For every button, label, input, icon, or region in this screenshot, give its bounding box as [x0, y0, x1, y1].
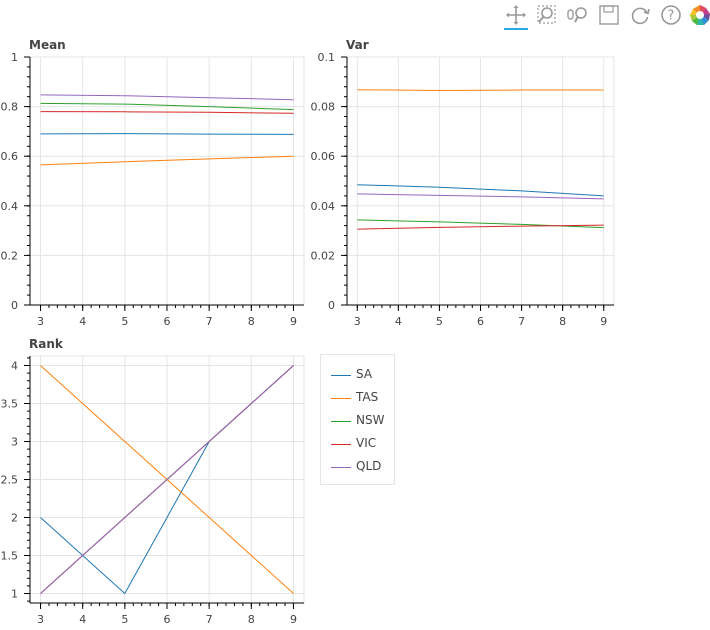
pan-icon [506, 5, 526, 25]
y-tick-label: 0.4 [1, 200, 19, 213]
series-line-sa [40, 133, 294, 135]
legend-swatch [331, 467, 351, 468]
x-tick-label: 9 [290, 315, 297, 328]
x-tick-label: 5 [436, 315, 443, 328]
series-line-tas [357, 89, 604, 92]
y-tick-label: 3.5 [1, 398, 19, 411]
series-line-qld [40, 94, 294, 101]
legend: SA TAS NSW VIC QLD [320, 354, 395, 485]
y-tick-label: 4 [11, 360, 18, 373]
legend-label: QLD [356, 459, 382, 473]
box-zoom-icon [537, 5, 556, 24]
wheel-zoom-tool[interactable] [566, 3, 590, 27]
toolbar: ? [500, 0, 710, 32]
x-tick-label: 3 [37, 613, 44, 626]
x-tick-label: 7 [206, 613, 213, 626]
y-tick-label: 1 [11, 51, 18, 64]
help-tool[interactable]: ? [659, 3, 683, 27]
y-tick-label: 1.5 [1, 550, 19, 563]
legend-label: TAS [356, 390, 379, 404]
y-tick-label: 0.02 [311, 249, 336, 262]
legend-label: NSW [356, 413, 385, 427]
legend-swatch [331, 375, 351, 376]
x-tick-label: 9 [600, 315, 607, 328]
reset-tool[interactable] [628, 3, 652, 27]
x-tick-label: 4 [79, 613, 86, 626]
svg-text:?: ? [668, 9, 675, 24]
y-tick-label: 0.04 [311, 200, 336, 213]
x-tick-label: 8 [248, 315, 255, 328]
chart-rank: 3 4 5 6 7 8 9 1 1.5 2 2.5 3 3.5 4 Rank [1, 337, 305, 626]
series-line-sa [357, 184, 604, 197]
x-tick-label: 9 [290, 613, 297, 626]
save-tool[interactable] [597, 3, 621, 27]
chart-title: Mean [29, 38, 66, 52]
legend-item-vic[interactable]: VIC [331, 435, 393, 453]
chart-title: Rank [29, 337, 64, 351]
x-tick-label: 8 [248, 613, 255, 626]
legend-item-tas[interactable]: TAS [331, 389, 393, 407]
y-tick-label: 0.06 [311, 150, 336, 163]
y-tick-label: 0.08 [311, 101, 336, 114]
x-tick-label: 7 [518, 315, 525, 328]
y-tick-label: 0.1 [318, 51, 336, 64]
y-tick-label: 3 [11, 436, 18, 449]
legend-swatch [331, 398, 351, 399]
box-zoom-tool[interactable] [535, 3, 559, 27]
pan-tool[interactable] [504, 3, 528, 30]
save-icon [599, 5, 619, 25]
x-tick-label: 3 [37, 315, 44, 328]
y-tick-label: 2 [11, 512, 18, 525]
x-tick-label: 5 [121, 315, 128, 328]
x-tick-label: 4 [79, 315, 86, 328]
y-tick-label: 2.5 [1, 474, 19, 487]
y-tick-label: 0.2 [1, 249, 19, 262]
x-tick-label: 7 [206, 315, 213, 328]
x-tick-label: 3 [354, 315, 361, 328]
legend-swatch [331, 444, 351, 445]
reset-icon [631, 7, 650, 25]
bokeh-logo-icon [690, 5, 710, 25]
series-line-qld [357, 193, 604, 200]
bokeh-logo[interactable] [688, 3, 710, 27]
y-tick-label: 0 [328, 299, 335, 312]
help-icon: ? [661, 5, 681, 25]
legend-swatch [331, 421, 351, 422]
legend-item-qld[interactable]: QLD [331, 458, 393, 476]
chart-title: Var [346, 38, 369, 52]
legend-label: VIC [356, 436, 377, 450]
x-tick-label: 6 [164, 315, 171, 328]
series-line-tas [40, 155, 294, 166]
y-tick-label: 0.8 [1, 101, 19, 114]
wheel-zoom-icon [567, 7, 587, 23]
series-line-vic [40, 111, 294, 114]
series-line-vic [357, 224, 604, 230]
x-tick-label: 6 [164, 613, 171, 626]
y-tick-label: 0.6 [1, 150, 19, 163]
x-tick-label: 8 [559, 315, 566, 328]
chart-mean: 3 4 5 6 7 8 9 0 0.2 0.4 0.6 0.8 1 Mean [1, 38, 305, 328]
chart-var: 3 4 5 6 7 8 9 0 0.02 0.04 0.06 0.08 0.1 Var [311, 38, 615, 328]
x-tick-label: 5 [121, 613, 128, 626]
series-line-nsw [40, 102, 294, 111]
x-tick-label: 6 [477, 315, 484, 328]
y-tick-label: 1 [11, 588, 18, 601]
y-tick-label: 0 [11, 299, 18, 312]
series-line-qld [40, 365, 294, 594]
legend-item-sa[interactable]: SA [331, 366, 393, 384]
legend-label: SA [356, 367, 373, 381]
x-tick-label: 4 [395, 315, 402, 328]
legend-item-nsw[interactable]: NSW [331, 412, 393, 430]
